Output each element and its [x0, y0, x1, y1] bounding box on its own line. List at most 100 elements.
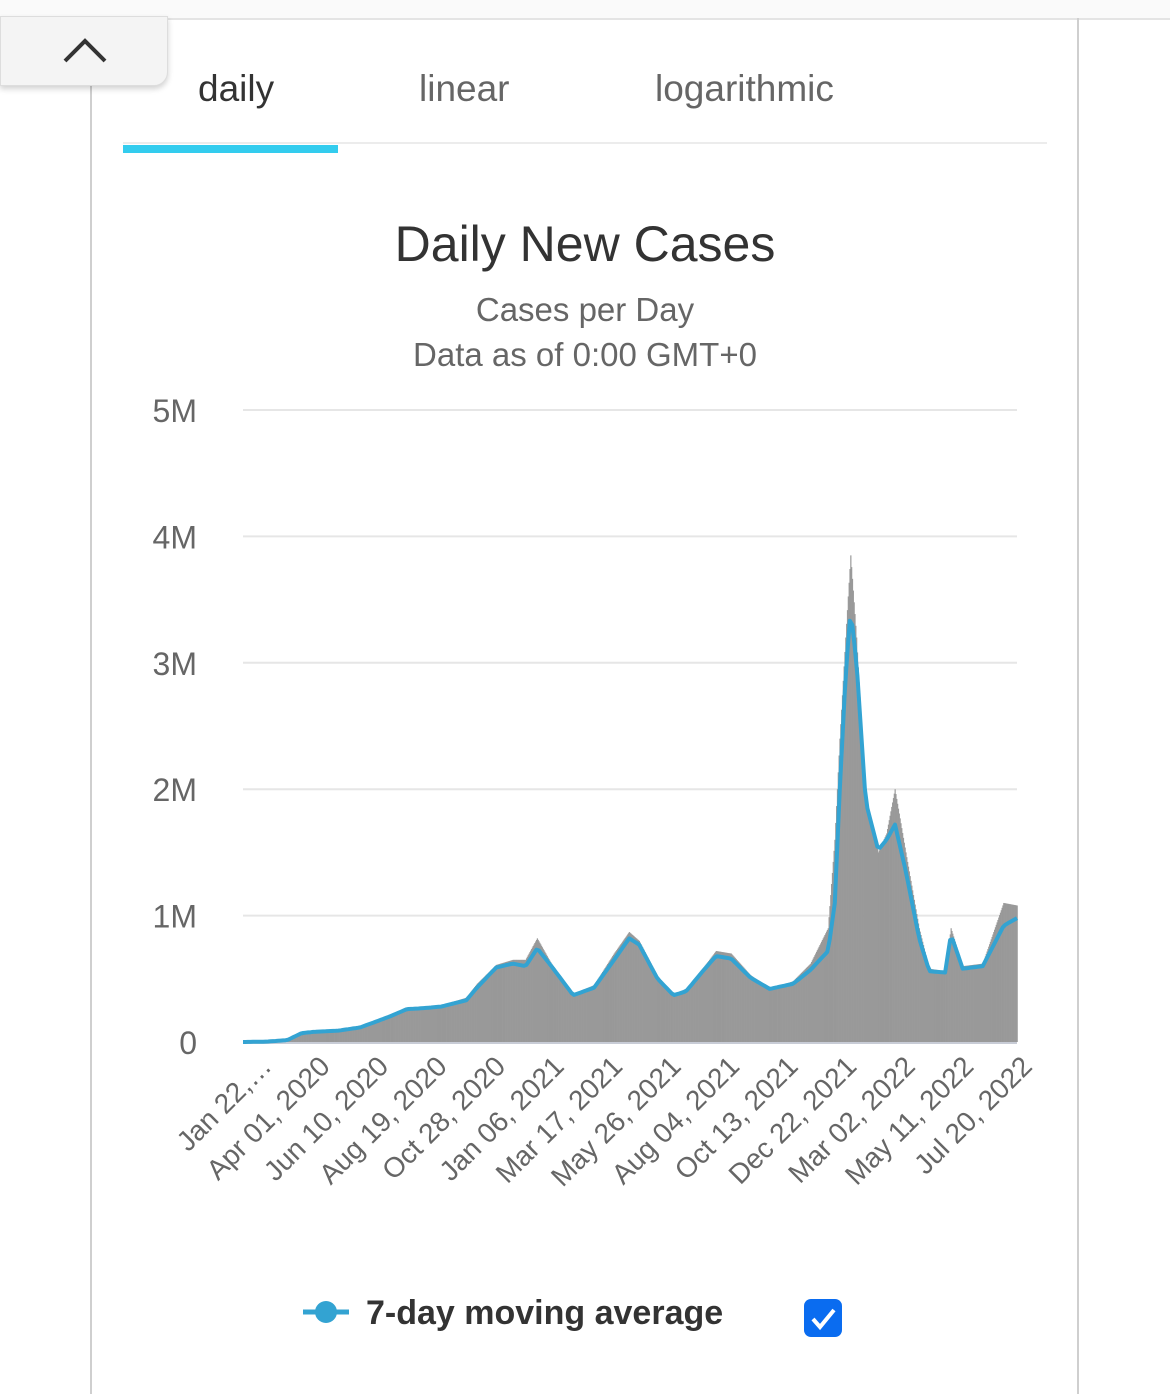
daily-case-bar: [820, 941, 823, 1042]
daily-case-bar: [780, 985, 782, 1042]
daily-case-bar: [1000, 910, 1002, 1042]
daily-case-bar: [673, 993, 676, 1042]
daily-case-bar: [711, 956, 713, 1042]
daily-case-bar: [634, 937, 636, 1042]
daily-case-bar: [753, 977, 755, 1042]
daily-case-bar: [556, 971, 559, 1042]
daily-case-bar: [882, 841, 885, 1042]
daily-case-bar: [846, 610, 849, 1042]
daily-case-bar: [949, 934, 951, 1042]
collapse-button[interactable]: [0, 16, 168, 86]
legend-label[interactable]: 7-day moving average: [366, 1294, 724, 1332]
daily-case-bar: [732, 955, 734, 1042]
daily-case-bar: [309, 1032, 311, 1042]
daily-case-bar: [459, 999, 461, 1042]
daily-case-bar: [963, 965, 966, 1042]
daily-case-bar: [470, 991, 472, 1042]
daily-case-bar: [926, 958, 928, 1042]
daily-case-bar: [298, 1033, 300, 1042]
daily-case-bar: [714, 952, 717, 1042]
daily-case-bar: [898, 813, 900, 1042]
daily-case-bar: [923, 948, 925, 1042]
daily-case-bar: [749, 974, 751, 1042]
daily-case-bar: [783, 984, 785, 1042]
daily-case-bar: [722, 952, 724, 1042]
daily-case-bar: [1005, 903, 1007, 1042]
daily-case-bar: [649, 961, 651, 1042]
daily-case-bar: [731, 954, 733, 1042]
daily-case-bar: [851, 567, 853, 1042]
daily-case-bar: [424, 1007, 426, 1042]
daily-case-bar: [546, 954, 548, 1042]
daily-case-bar: [561, 978, 564, 1042]
daily-case-bar: [409, 1007, 411, 1042]
daily-case-bar: [439, 1005, 442, 1042]
daily-case-bar: [801, 972, 803, 1042]
daily-case-bar: [321, 1031, 324, 1042]
daily-case-bar: [795, 977, 798, 1042]
daily-case-bar: [520, 959, 523, 1042]
daily-case-bar: [358, 1026, 360, 1042]
daily-case-bar: [942, 970, 944, 1042]
daily-case-bar: [805, 967, 808, 1042]
tab-linear[interactable]: linear: [419, 68, 510, 109]
daily-case-bar: [882, 842, 884, 1042]
daily-case-bar: [427, 1006, 429, 1042]
daily-case-bar: [564, 982, 566, 1042]
daily-case-bar: [752, 976, 754, 1042]
daily-case-bar: [776, 986, 778, 1042]
daily-case-bar: [907, 861, 909, 1042]
daily-case-bar: [729, 953, 731, 1042]
daily-case-bar: [788, 982, 790, 1042]
daily-case-bar: [958, 955, 961, 1042]
moving-average-line: [243, 618, 1019, 1044]
daily-case-bar: [806, 967, 808, 1042]
daily-case-bar: [367, 1023, 370, 1042]
daily-case-bar: [415, 1007, 417, 1042]
daily-case-bar: [848, 582, 850, 1042]
daily-case-bar: [624, 938, 626, 1042]
daily-case-bar: [889, 815, 891, 1042]
daily-case-bar: [723, 952, 725, 1042]
daily-case-bar: [791, 981, 793, 1042]
daily-case-bar: [583, 989, 585, 1042]
daily-case-bar: [381, 1018, 383, 1042]
daily-case-bar: [964, 965, 966, 1042]
daily-case-bar: [1013, 904, 1015, 1042]
daily-case-bar: [589, 986, 591, 1042]
daily-case-bar: [327, 1030, 329, 1042]
daily-case-bar: [676, 992, 678, 1042]
daily-case-bar: [320, 1031, 322, 1042]
daily-case-bar: [950, 928, 952, 1042]
daily-case-bar: [700, 970, 702, 1042]
daily-case-bar: [306, 1032, 309, 1042]
daily-case-bar: [863, 771, 865, 1042]
tab-logarithmic[interactable]: logarithmic: [655, 68, 834, 109]
daily-case-bar: [308, 1032, 310, 1042]
daily-case-bar: [485, 974, 488, 1042]
daily-case-bar: [471, 990, 473, 1042]
daily-case-bar: [933, 969, 935, 1042]
daily-case-bar: [596, 979, 599, 1042]
daily-case-bar: [413, 1007, 416, 1042]
daily-case-bar: [440, 1005, 442, 1042]
daily-case-bar: [479, 980, 482, 1042]
daily-case-bar: [525, 958, 528, 1042]
daily-case-bar: [695, 976, 697, 1042]
tab-daily[interactable]: daily: [198, 68, 275, 109]
daily-case-bar: [768, 988, 770, 1042]
moving-average-checkbox[interactable]: [804, 1299, 842, 1337]
daily-case-bar: [875, 842, 877, 1042]
daily-case-bar: [602, 971, 604, 1042]
daily-case-bar: [335, 1030, 337, 1042]
daily-case-bar: [953, 939, 956, 1042]
daily-case-bar: [373, 1021, 375, 1042]
daily-case-bar: [815, 951, 818, 1042]
daily-case-bar: [391, 1014, 393, 1042]
daily-case-bar: [810, 961, 813, 1042]
daily-case-bar: [855, 625, 857, 1042]
daily-case-bar: [533, 944, 535, 1042]
daily-case-bar: [996, 922, 998, 1042]
daily-case-bar: [897, 803, 899, 1042]
daily-case-bar: [301, 1032, 304, 1042]
